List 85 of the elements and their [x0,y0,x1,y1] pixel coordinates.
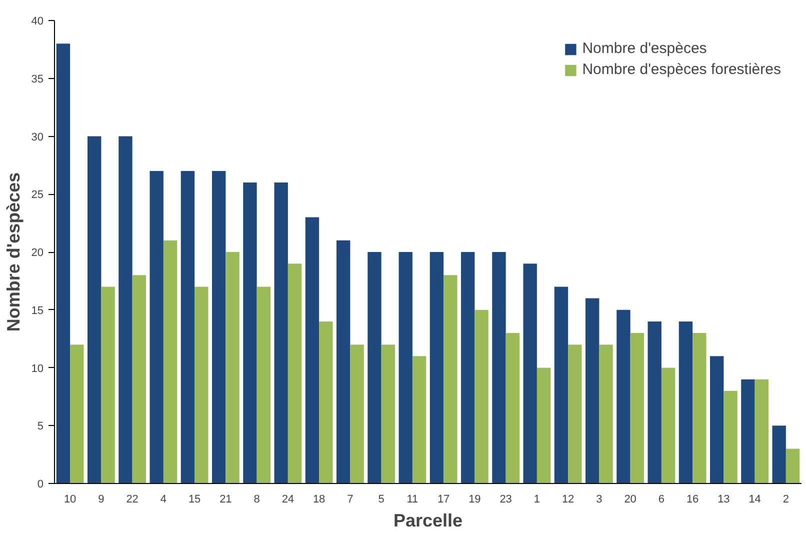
bar [568,344,582,484]
bar [212,170,226,484]
bar [523,264,537,484]
x-axis-title: Parcelle [393,510,463,530]
x-tick-label: 20 [624,494,636,506]
bar [226,252,240,484]
y-tick-label: 0 [37,478,44,490]
bar [381,344,396,484]
legend-label: Nombre d'espèces [582,40,707,57]
y-tick-label: 20 [31,247,44,259]
x-tick-label: 3 [596,494,602,506]
x-tick-label: 9 [98,494,104,506]
bar [648,321,662,484]
bar [305,217,320,484]
y-tick-label: 35 [31,73,44,86]
x-tick-label: 17 [437,494,450,506]
bar [132,275,146,484]
bar [274,182,288,484]
x-tick-label: 22 [126,494,138,506]
x-tick-label: 18 [312,494,326,506]
x-tick-label: 23 [500,494,512,506]
bar [786,448,800,484]
x-tick-label: 13 [718,494,730,506]
bar [506,333,520,484]
bar [741,379,755,484]
x-tick-label: 1 [534,494,540,506]
bar [430,252,444,484]
x-tick-label: 19 [468,494,481,506]
bar [678,321,693,484]
bar [398,252,412,484]
x-tick-label: 4 [160,494,167,506]
bar [444,275,458,484]
y-tick-label: 30 [31,131,44,144]
bar [710,356,724,484]
bar [87,136,102,484]
bar [150,170,164,484]
y-tick-label: 10 [31,362,44,375]
bar [692,333,706,484]
bar [630,333,644,484]
y-tick-label: 5 [37,420,44,433]
bar [554,286,568,484]
bar [70,344,84,484]
x-tick-label: 24 [282,494,294,506]
bar [118,136,132,484]
x-tick-label: 11 [406,494,418,506]
x-tick-label: 8 [254,494,260,506]
x-tick-label: 14 [748,494,761,506]
bar [412,356,426,484]
x-tick-label: 16 [686,494,699,506]
bar [180,170,195,484]
bar [368,252,382,484]
x-tick-label: 7 [347,494,354,506]
x-tick-label: 6 [658,494,665,506]
bar [474,310,488,484]
bar [243,182,257,484]
x-tick-label: 21 [220,494,232,506]
bar [754,379,769,484]
x-tick-label: 15 [188,494,201,506]
bar [288,264,302,484]
y-axis-title: Nombre d'espèces [3,172,24,332]
x-tick-label: 2 [782,494,790,506]
bar [163,240,178,484]
y-tick-label: 40 [31,16,44,28]
bar [194,286,208,484]
y-tick-label: 25 [31,189,44,202]
legend-label: Nombre d'espèces forestières [582,61,781,78]
bar [350,344,364,484]
bar [492,252,506,484]
x-tick-label: 12 [562,494,574,506]
bar [536,368,551,484]
bar [56,44,70,484]
x-tick-label: 5 [378,494,384,506]
bar [336,240,350,484]
bar [661,368,676,484]
bar [319,321,333,484]
x-tick-label: 10 [64,494,76,506]
bar [724,390,738,484]
bar [585,298,600,484]
bar [101,286,115,484]
y-tick-label: 15 [31,304,44,317]
bar [772,426,786,484]
bar [460,252,475,484]
bar [616,310,630,484]
bar [599,344,613,484]
bar [256,286,271,484]
